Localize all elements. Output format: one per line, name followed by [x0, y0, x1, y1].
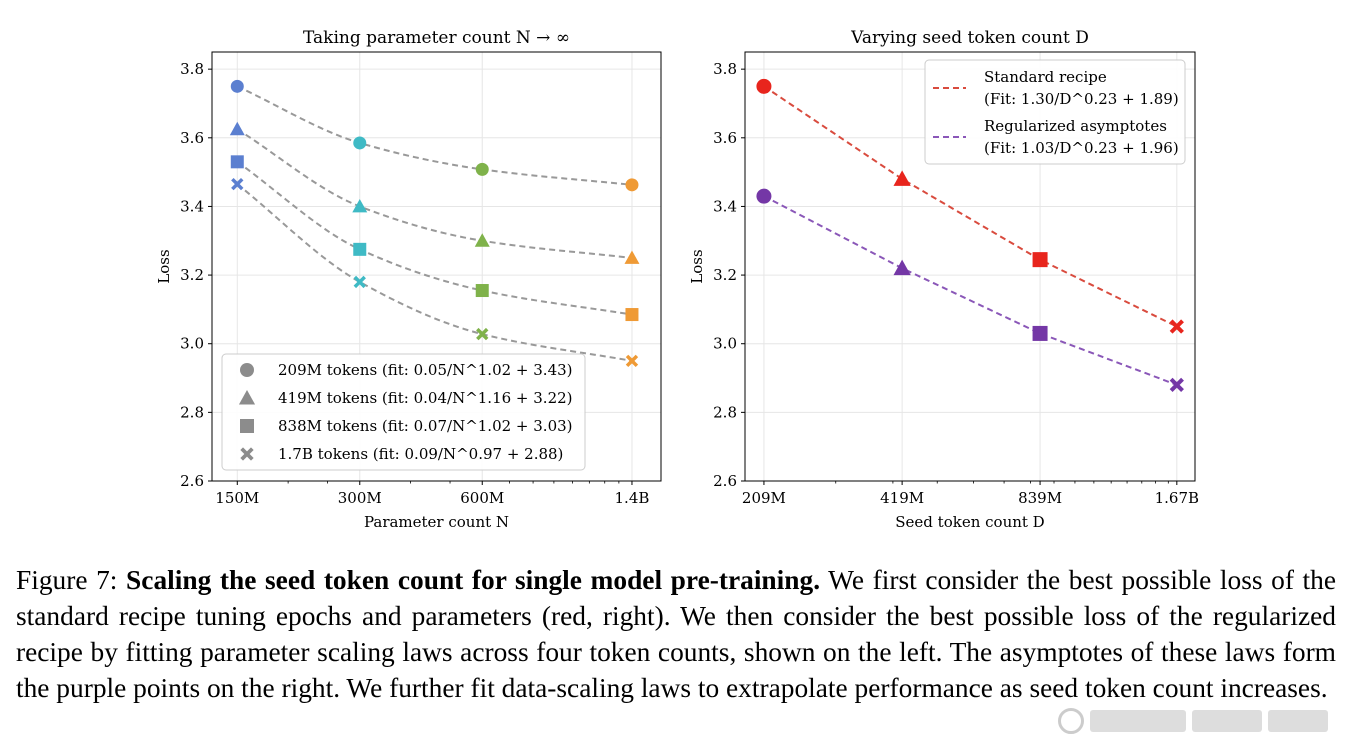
- fit-curve-0: [236, 85, 633, 186]
- point-triangle-0: [229, 121, 245, 136]
- point-x-3: [625, 354, 639, 368]
- legend-label: (Fit: 1.03/D^0.23 + 1.96): [984, 139, 1179, 157]
- watermark-logo-icon: [1058, 708, 1084, 734]
- x-tick-label: 600M: [460, 489, 504, 507]
- figure-caption: Figure 7: Scaling the seed token count f…: [16, 562, 1336, 706]
- x-tick-label: 839M: [1018, 489, 1062, 507]
- point-circle-3: [625, 178, 639, 192]
- legend-label: Standard recipe: [984, 68, 1107, 86]
- y-tick-label: 3.4: [713, 197, 737, 215]
- x-axis-label: Seed token count D: [895, 513, 1044, 531]
- figure: 2.6 2.8 3.0 3.2 3.4 3.6 3.8 150M 300M 600M 1.4B Tak…: [155, 28, 1199, 531]
- legend-marker-triangle: [238, 389, 256, 405]
- point-triangle-0-1: [893, 170, 911, 186]
- y-tick-label: 3.8: [713, 60, 737, 78]
- y-tick-label: 2.6: [713, 472, 737, 490]
- point-square-0-2: [1032, 252, 1048, 268]
- point-square-2: [475, 284, 489, 298]
- point-x-2: [476, 327, 489, 341]
- y-axis-label: Loss: [155, 249, 173, 283]
- point-square-3: [625, 308, 639, 322]
- chart-title: Taking parameter count N → ∞: [303, 28, 570, 48]
- watermark: [1058, 700, 1343, 742]
- legend-box: [221, 353, 586, 471]
- point-circle-2: [475, 162, 489, 176]
- y-tick-label: 3.4: [180, 197, 204, 215]
- y-tick-label: 3.6: [713, 129, 737, 147]
- point-circle-1: [353, 136, 367, 150]
- point-triangle-2: [474, 233, 490, 247]
- series-line-0: [763, 85, 1178, 328]
- y-tick-label: 2.8: [180, 403, 204, 421]
- point-x-1-3: [1169, 377, 1184, 393]
- point-square-0: [230, 155, 244, 169]
- chart-right: 2.6 2.8 3.0 3.2 3.4 3.6 3.8 209M 419M 839M 1.67B Va…: [688, 28, 1199, 531]
- plot-frame: [211, 51, 662, 482]
- x-tick-label: 300M: [338, 489, 382, 507]
- legend-marker-x: [240, 447, 254, 461]
- legend-box: [924, 59, 1186, 165]
- legend-marker-square: [240, 419, 254, 433]
- point-square-1: [353, 242, 367, 256]
- x-axis-label: Parameter count N: [364, 513, 509, 531]
- point-triangle-1: [352, 198, 368, 213]
- y-tick-label: 3.0: [713, 335, 737, 353]
- point-circle-0: [230, 79, 244, 93]
- plot-frame: [744, 51, 1196, 482]
- legend: 209M tokens (fit: 0.05/N^1.02 + 3.43) 419…: [221, 353, 586, 471]
- legend-marker-circle: [240, 363, 254, 377]
- caption-title: Scaling the seed token count for single …: [126, 565, 821, 595]
- point-circle-0-0: [756, 78, 772, 94]
- caption-label: Figure 7:: [16, 565, 118, 595]
- y-tick-label: 3.2: [180, 266, 204, 284]
- legend: Standard recipe (Fit: 1.30/D^0.23 + 1.89)…: [924, 59, 1186, 165]
- legend-label: 209M tokens (fit: 0.05/N^1.02 + 3.43): [278, 361, 573, 379]
- chart-left: 2.6 2.8 3.0 3.2 3.4 3.6 3.8 150M 300M 600M 1.4B Tak…: [155, 28, 662, 531]
- fit-curve-3: [236, 183, 633, 362]
- y-tick-label: 2.6: [180, 472, 204, 490]
- x-tick-label: 209M: [742, 489, 786, 507]
- y-tick-label: 3.6: [180, 129, 204, 147]
- legend-label: 838M tokens (fit: 0.07/N^1.02 + 3.03): [278, 417, 573, 435]
- x-tick-label: 419M: [880, 489, 924, 507]
- y-tick-label: 3.0: [180, 335, 204, 353]
- point-square-1-2: [1032, 325, 1048, 341]
- chart-title: Varying seed token count D: [850, 28, 1089, 48]
- caption-text: We first consider the best possible loss…: [16, 565, 1337, 703]
- fit-curve-1: [236, 128, 633, 259]
- y-tick-label: 3.8: [180, 60, 204, 78]
- fit-curve-2: [236, 161, 633, 316]
- y-axis-label: Loss: [688, 249, 706, 283]
- x-tick-label: 1.4B: [615, 489, 650, 507]
- legend-label: 1.7B tokens (fit: 0.09/N^0.97 + 2.88): [278, 445, 563, 463]
- point-x-1: [353, 275, 366, 289]
- point-x-0-3: [1169, 319, 1184, 334]
- legend-label: 419M tokens (fit: 0.04/N^1.16 + 3.22): [278, 389, 573, 407]
- point-x-0: [231, 177, 244, 191]
- y-tick-label: 3.2: [713, 266, 737, 284]
- point-triangle-3: [624, 250, 640, 264]
- point-circle-1-0: [756, 188, 772, 204]
- legend-label: (Fit: 1.30/D^0.23 + 1.89): [984, 90, 1179, 108]
- series-line-1: [763, 195, 1178, 386]
- y-tick-label: 2.8: [713, 403, 737, 421]
- x-tick-label: 150M: [215, 489, 259, 507]
- x-tick-label: 1.67B: [1155, 489, 1199, 507]
- legend-label: Regularized asymptotes: [984, 117, 1167, 135]
- point-triangle-1-1: [893, 259, 911, 276]
